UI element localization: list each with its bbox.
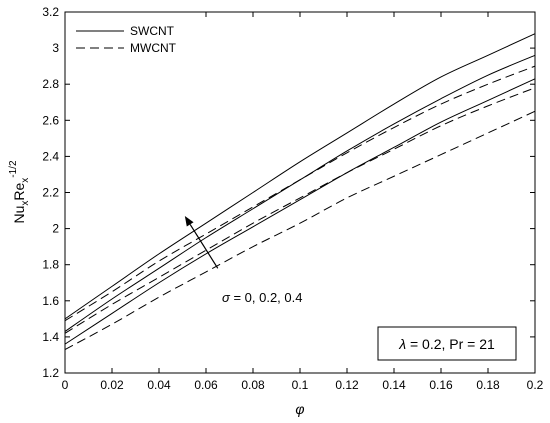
parameter-box-frame [377, 326, 517, 361]
x-tick-label: 0.06 [194, 378, 218, 392]
y-axis-label: NuxRex-1/2 [8, 160, 31, 223]
series-line-mwcnt-sigma-0 [64, 110, 536, 350]
x-tick-label: 0.02 [100, 378, 124, 392]
y-tick-label: 1.2 [42, 366, 59, 380]
legend-label-swcnt: SWCNT [130, 24, 175, 38]
x-tick-label: 0.08 [241, 378, 265, 392]
legend-label-mwcnt: MWCNT [130, 41, 177, 55]
y-tick-label: 1.4 [42, 330, 59, 344]
x-tick-label: 0 [62, 378, 69, 392]
series-line-mwcnt-sigma-0-4 [64, 65, 536, 322]
annotation-arrow [189, 224, 219, 269]
parameter-box-text: λ = 0.2, Pr = 21 [398, 336, 495, 352]
legend: SWCNT MWCNT [65, 12, 195, 58]
x-tick-label: 0.2 [527, 378, 544, 392]
y-tick-label: 2 [52, 222, 59, 236]
y-tick-label: 2.8 [42, 77, 59, 91]
legend-box [65, 12, 195, 58]
series-layer [64, 33, 536, 350]
annotation-arrowhead [184, 215, 194, 227]
x-tick-label: 0.14 [382, 378, 406, 392]
x-tick-label: 0.1 [292, 378, 309, 392]
y-tick-label: 3.2 [42, 5, 59, 19]
annotation-sigma: σ = 0, 0.2, 0.4 [222, 290, 302, 305]
x-tick-label: 0.12 [335, 378, 359, 392]
y-tick-label: 2.6 [42, 113, 59, 127]
parameter-box: λ = 0.2, Pr = 21 [377, 326, 517, 361]
x-tick-label: 0.04 [147, 378, 171, 392]
axis-ticks: 0 0.02 0.04 0.06 0.08 0.1 0.12 0.14 0.16 0.18 0.2 1… [42, 5, 543, 392]
y-tick-label: 1.8 [42, 258, 59, 272]
series-line-swcnt-sigma-0 [64, 78, 536, 345]
x-axis-label: φ [295, 401, 304, 417]
x-tick-label: 0.18 [476, 378, 500, 392]
x-tick-label: 0.16 [429, 378, 453, 392]
series-line-swcnt-sigma-0-4 [64, 33, 536, 320]
y-tick-label: 3 [52, 41, 59, 55]
y-tick-label: 2.4 [42, 149, 59, 163]
y-tick-label: 2.2 [42, 186, 59, 200]
y-tick-label: 1.6 [42, 294, 59, 308]
series-line-mwcnt-sigma-0-2 [64, 87, 536, 334]
